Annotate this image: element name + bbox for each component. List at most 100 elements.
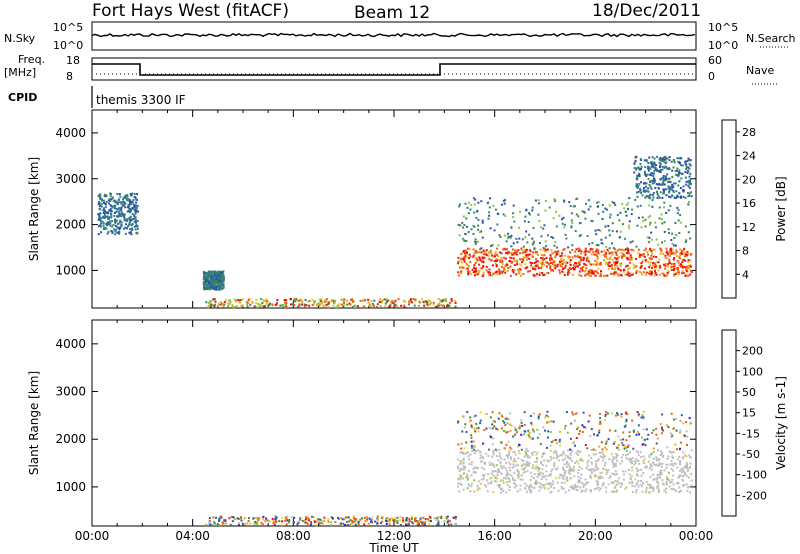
scatter-point [469,490,472,493]
scatter-point [670,268,673,271]
scatter-point [666,457,669,460]
scatter-point [545,414,548,417]
scatter-point [306,523,309,525]
scatter-point [102,199,105,202]
scatter-point [661,426,663,429]
scatter-point [571,256,574,259]
scatter-point [99,220,102,222]
scatter-point [414,519,416,521]
scatter-point [504,264,507,267]
scatter-point [550,257,553,260]
scatter-point [505,431,508,434]
scatter-point [630,248,633,251]
scatter-point [604,455,607,458]
scatter-point [640,168,642,170]
scatter-point [213,276,216,279]
scatter-point [631,457,634,460]
scatter-point [630,460,633,463]
scatter-point [291,303,294,306]
scatter-point [610,453,613,456]
scatter-point [608,477,611,479]
scatter-point [594,229,597,232]
scatter-point [470,446,473,449]
scatter-point [532,227,535,229]
scatter-point [106,232,109,235]
scatter-point [645,175,648,177]
scatter-point [661,218,663,221]
scatter-point [585,264,588,267]
scatter-point [507,235,510,238]
scatter-point [208,517,211,520]
scatter-point [103,207,105,210]
scatter-point [625,252,628,255]
scatter-point [352,515,355,518]
scatter-point [246,301,249,304]
scatter-point [463,467,466,469]
scatter-point [124,206,127,209]
scatter-point [559,444,561,447]
scatter-point [372,304,375,307]
scatter-point [470,425,473,428]
scatter-point [202,278,205,281]
scatter-point [646,438,649,441]
scatter-point [459,482,462,485]
scatter-point [675,482,678,485]
scatter-point [585,202,587,205]
scatter-point [534,268,537,271]
scatter-point [688,466,691,469]
scatter-point [257,303,260,305]
scatter-point [614,264,616,267]
scatter-point [549,265,552,267]
scatter-point [457,443,460,446]
scatter-point [543,459,546,462]
scatter-point [394,299,397,302]
scatter-point [666,271,669,274]
scatter-point [281,516,284,519]
scatter-point [396,516,399,519]
scatter-point [480,247,483,250]
scatter-point [224,520,227,523]
scatter-point [663,230,666,233]
scatter-point [501,270,504,273]
scatter-point [134,208,137,211]
scatter-point [468,212,470,215]
scatter-point [659,470,662,473]
scatter-point [540,257,543,260]
scatter-point [617,446,619,449]
colorbar-tick-label: 20 [742,173,756,186]
scatter-point [618,256,620,259]
scatter-point [413,304,416,307]
scatter-point [684,259,687,262]
scatter-point [383,298,386,301]
scatter-point [541,455,544,458]
scatter-point [679,441,682,444]
scatter-point [312,516,315,519]
scatter-point [642,410,645,413]
scatter-point [118,230,121,233]
scatter-point [631,491,634,493]
scatter-point [681,270,684,273]
scatter-point [459,451,462,454]
scatter-point [623,425,626,428]
scatter-point [215,282,218,285]
scatter-point [659,162,662,165]
scatter-point [437,521,440,524]
scatter-point [471,268,474,271]
scatter-point [446,515,449,518]
scatter-point [128,222,131,225]
scatter-point [129,228,131,231]
scatter-point [494,262,497,265]
scatter-point [502,479,504,482]
scatter-point [539,242,541,244]
scatter-point [491,411,494,414]
scatter-point [428,522,431,525]
scatter-point [629,256,632,259]
scatter-point [636,470,639,473]
scatter-point [615,258,618,261]
scatter-point [520,248,523,251]
scatter-point [657,187,660,190]
scatter-point [633,460,636,463]
scatter-point [688,194,691,197]
scatter-point [485,253,488,256]
scatter-point [558,440,561,443]
